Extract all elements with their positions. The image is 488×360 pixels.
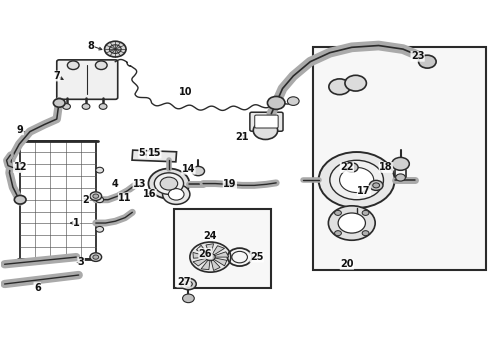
Text: 11: 11 (118, 193, 131, 203)
Polygon shape (210, 257, 220, 270)
Circle shape (90, 192, 102, 201)
Text: 22: 22 (340, 162, 353, 172)
Circle shape (328, 79, 349, 95)
Text: 21: 21 (235, 132, 248, 142)
Text: 15: 15 (147, 148, 161, 158)
Circle shape (344, 75, 366, 91)
Circle shape (362, 210, 368, 215)
Text: 19: 19 (223, 179, 236, 189)
Text: 1: 1 (73, 218, 80, 228)
Circle shape (96, 226, 103, 232)
Circle shape (189, 242, 230, 272)
Circle shape (62, 104, 70, 109)
Circle shape (328, 206, 374, 240)
Circle shape (362, 231, 368, 236)
Text: 3: 3 (78, 257, 84, 267)
Text: 17: 17 (357, 186, 370, 196)
Polygon shape (210, 246, 224, 257)
Circle shape (90, 253, 102, 261)
FancyBboxPatch shape (249, 112, 283, 131)
Text: 9: 9 (17, 125, 23, 135)
FancyBboxPatch shape (57, 60, 118, 99)
Circle shape (95, 61, 107, 69)
Text: 6: 6 (34, 283, 41, 293)
Circle shape (368, 180, 382, 190)
Circle shape (96, 197, 103, 203)
Circle shape (160, 177, 177, 190)
Text: 25: 25 (249, 252, 263, 262)
Circle shape (329, 160, 383, 200)
FancyBboxPatch shape (254, 115, 278, 128)
Circle shape (182, 294, 194, 303)
Circle shape (109, 45, 121, 53)
Circle shape (184, 281, 192, 287)
Circle shape (162, 184, 189, 204)
Bar (312, 47, 485, 270)
Circle shape (154, 173, 183, 194)
Circle shape (168, 189, 183, 200)
Circle shape (395, 174, 405, 181)
Text: 20: 20 (340, 259, 353, 269)
Circle shape (96, 167, 103, 173)
Circle shape (337, 213, 365, 233)
Circle shape (82, 104, 90, 109)
Circle shape (418, 55, 435, 68)
Circle shape (391, 157, 408, 170)
Text: 18: 18 (378, 162, 392, 172)
Text: 5: 5 (139, 148, 145, 158)
Text: 7: 7 (53, 71, 60, 81)
Circle shape (191, 166, 204, 176)
Circle shape (318, 152, 394, 208)
Circle shape (253, 122, 277, 139)
Circle shape (67, 61, 79, 69)
Circle shape (53, 99, 65, 107)
Polygon shape (132, 150, 176, 162)
Text: 12: 12 (14, 162, 27, 172)
Circle shape (334, 210, 341, 215)
Bar (173, 209, 271, 288)
Circle shape (148, 168, 189, 199)
Bar (20, 140, 96, 259)
Text: 13: 13 (133, 179, 146, 189)
Circle shape (339, 167, 373, 193)
Polygon shape (196, 245, 210, 257)
Circle shape (93, 255, 99, 259)
Circle shape (205, 253, 215, 261)
Polygon shape (193, 257, 210, 266)
Circle shape (372, 183, 379, 188)
Text: 26: 26 (198, 248, 212, 258)
Circle shape (180, 278, 196, 290)
Text: 16: 16 (142, 189, 156, 199)
Polygon shape (210, 257, 226, 266)
Text: 23: 23 (410, 51, 424, 61)
Polygon shape (193, 252, 210, 258)
Text: 8: 8 (87, 41, 94, 50)
Text: 2: 2 (82, 195, 89, 205)
Text: 24: 24 (203, 231, 217, 240)
Polygon shape (210, 252, 228, 257)
Polygon shape (205, 244, 213, 257)
Circle shape (104, 41, 126, 57)
Polygon shape (201, 257, 210, 270)
Circle shape (287, 97, 299, 105)
Circle shape (99, 104, 107, 109)
Text: 4: 4 (112, 179, 119, 189)
Text: 14: 14 (182, 164, 195, 174)
Circle shape (267, 96, 285, 109)
Circle shape (334, 231, 341, 236)
Circle shape (345, 163, 357, 172)
Text: 10: 10 (179, 87, 192, 97)
Circle shape (14, 195, 26, 204)
Circle shape (93, 194, 99, 198)
Text: 27: 27 (177, 277, 190, 287)
